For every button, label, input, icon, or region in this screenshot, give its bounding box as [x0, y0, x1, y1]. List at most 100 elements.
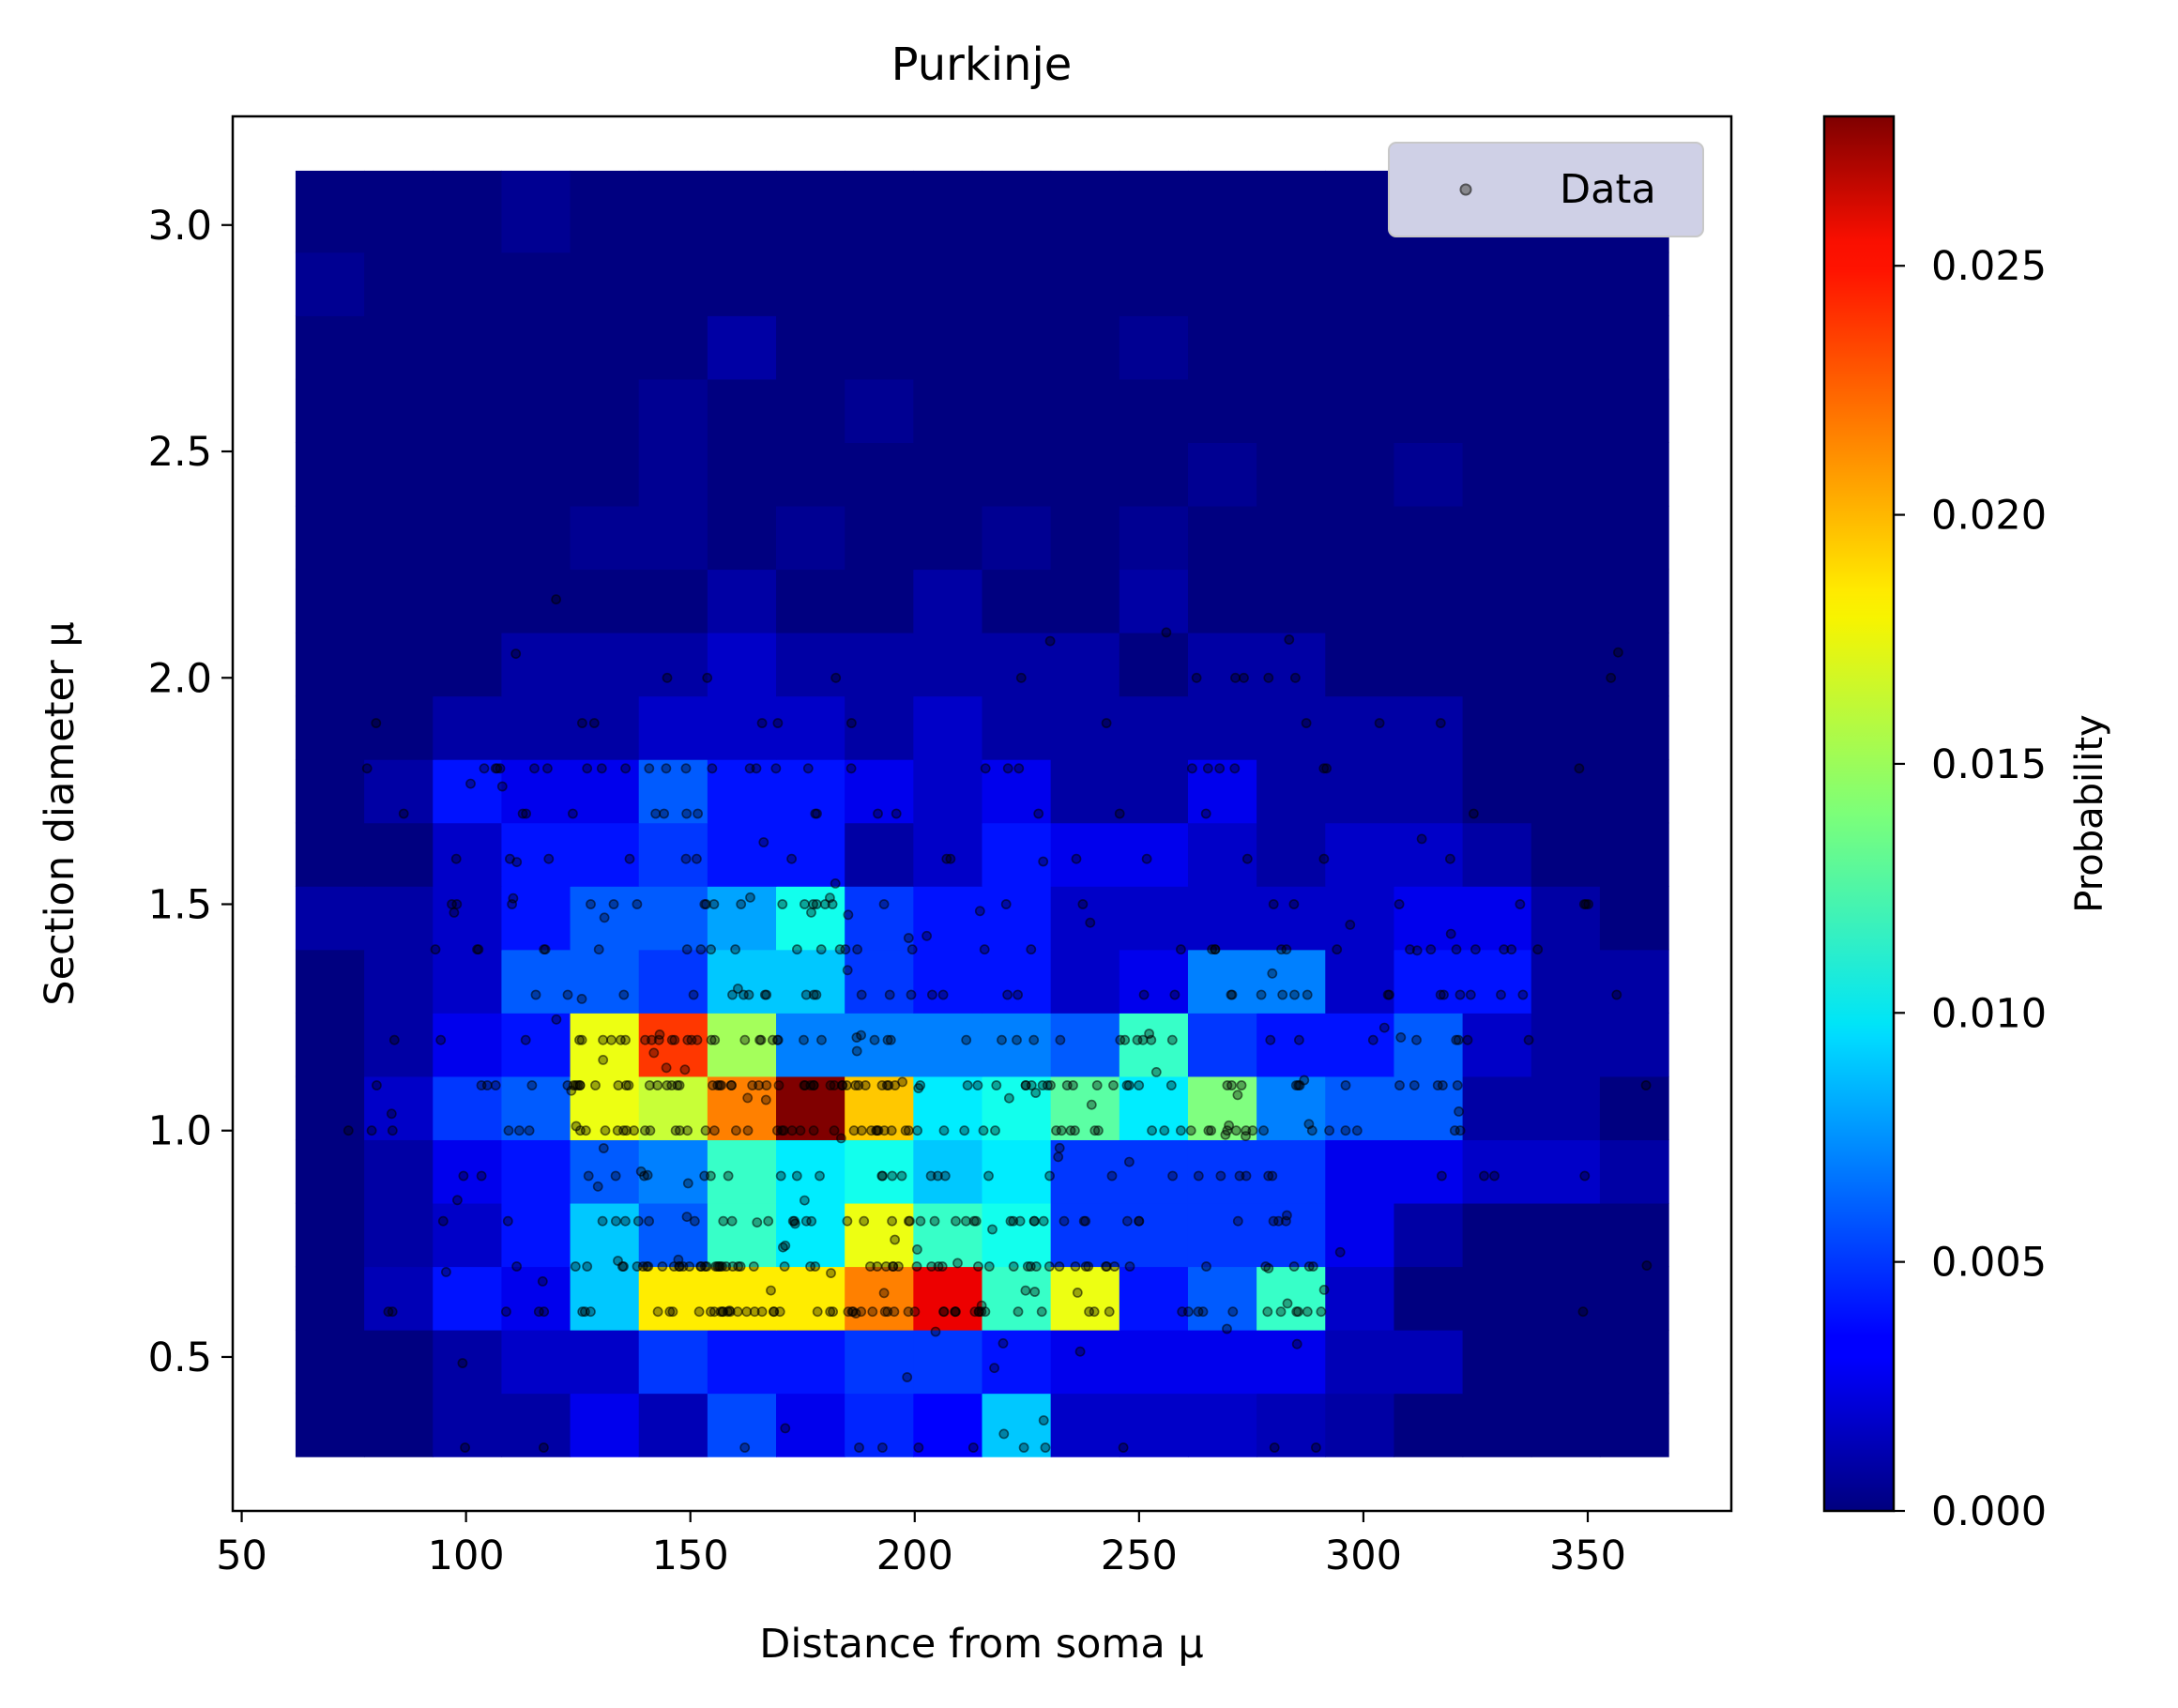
scatter-point — [551, 1014, 562, 1025]
scatter-point — [611, 1215, 621, 1227]
scatter-point — [1074, 1346, 1086, 1357]
scatter-point — [387, 1306, 398, 1318]
scatter-point — [904, 1215, 914, 1227]
heatmap-cell — [1325, 1075, 1395, 1140]
scatter-point — [1222, 1125, 1233, 1136]
scatter-point — [537, 1276, 548, 1287]
scatter-point — [877, 1170, 888, 1182]
scatter-point — [1265, 1034, 1276, 1045]
scatter-point — [1122, 1215, 1133, 1227]
scatter-point — [1012, 1034, 1022, 1045]
scatter-point — [1013, 989, 1023, 1000]
scatter-point — [618, 989, 630, 1000]
scatter-point — [808, 1080, 819, 1090]
heatmap-cell — [845, 886, 914, 951]
scatter-point — [748, 1261, 759, 1272]
scatter-point — [1106, 1170, 1118, 1182]
scatter-point — [620, 1034, 631, 1045]
scatter-point — [1085, 917, 1096, 928]
scatter-point — [1432, 1080, 1443, 1090]
heatmap-cell — [845, 378, 914, 443]
scatter-point — [853, 1080, 864, 1090]
scatter-point — [830, 672, 842, 683]
scatter-point — [1499, 944, 1510, 955]
heatmap-cell — [1119, 569, 1189, 633]
scatter-point — [1141, 853, 1152, 864]
heatmap-cell — [1257, 252, 1326, 316]
heatmap-cell — [1531, 886, 1601, 951]
scatter-point — [974, 1306, 984, 1318]
scatter-point — [890, 1234, 900, 1245]
scatter-point — [644, 1215, 654, 1227]
scatter-point — [1159, 1125, 1170, 1136]
heatmap-cell — [707, 949, 777, 1014]
scatter-point — [983, 1261, 995, 1272]
scatter-point — [1089, 1306, 1100, 1318]
scatter-point — [1277, 989, 1288, 1000]
scatter-point — [481, 1080, 493, 1090]
scatter-point — [1273, 1215, 1284, 1227]
scatter-point — [1077, 899, 1089, 909]
scatter-point — [1043, 1261, 1055, 1272]
scatter-point — [606, 1034, 617, 1045]
scatter-point — [688, 989, 699, 1000]
scatter-point — [1165, 1080, 1177, 1090]
scatter-point — [1222, 1080, 1233, 1090]
heatmap-cell — [1394, 1330, 1464, 1395]
scatter-point — [800, 1080, 811, 1090]
scatter-point — [1015, 672, 1027, 683]
scatter-point — [926, 1261, 937, 1272]
scatter-points — [343, 594, 1653, 1453]
heatmap-cell — [1257, 1202, 1326, 1268]
heatmap-cell — [1119, 442, 1189, 507]
heatmap-cell — [913, 505, 983, 571]
scatter-point — [869, 1034, 880, 1045]
heatmap-cell — [1119, 633, 1189, 697]
scatter-point — [490, 1080, 501, 1090]
scatter-point — [851, 1045, 862, 1057]
scatter-point — [1014, 1215, 1026, 1227]
scatter-point — [866, 1125, 876, 1136]
scatter-point — [598, 1143, 609, 1153]
scatter-point — [1302, 1306, 1313, 1318]
scatter-point — [1435, 989, 1446, 1000]
x-axis-label: Distance from soma μ — [759, 1621, 1203, 1668]
scatter-point — [699, 899, 710, 909]
scatter-point — [1137, 1034, 1149, 1045]
heatmap-cell — [501, 949, 571, 1014]
heatmap-cell — [1531, 1139, 1601, 1204]
scatter-point — [1026, 1080, 1037, 1090]
scatter-point — [1523, 1034, 1534, 1045]
scatter-point — [1191, 672, 1202, 683]
scatter-point — [930, 1326, 941, 1337]
heatmap-cell — [501, 1393, 571, 1457]
heatmap-cell — [845, 1202, 914, 1268]
scatter-point — [789, 1218, 800, 1229]
heatmap-cell — [570, 1266, 640, 1331]
scatter-point — [580, 1306, 590, 1318]
scatter-point — [906, 944, 918, 955]
heatmap-cell — [1187, 1013, 1257, 1077]
heatmap-cell — [1257, 759, 1326, 824]
heatmap-cell — [364, 252, 434, 316]
heatmap-cell — [433, 315, 503, 380]
heatmap-cell — [1119, 949, 1189, 1014]
scatter-point — [1345, 920, 1356, 930]
heatmap-cell — [1599, 949, 1669, 1014]
scatter-point — [1269, 1442, 1280, 1453]
heatmap-cell — [295, 315, 365, 380]
scatter-point — [1454, 1106, 1464, 1117]
scatter-point — [1435, 718, 1446, 728]
heatmap-cell — [364, 1202, 434, 1268]
scatter-point — [517, 808, 528, 819]
scatter-point — [659, 808, 669, 819]
scatter-point — [773, 1080, 784, 1090]
scatter-point — [742, 1125, 754, 1136]
heatmap-cell — [1187, 1202, 1257, 1268]
scatter-point — [654, 1029, 665, 1040]
heatmap-cell — [845, 1013, 914, 1077]
scatter-point — [430, 944, 441, 955]
scatter-point — [1004, 1092, 1014, 1104]
heatmap-cell — [1394, 1393, 1464, 1457]
heatmap-cell — [433, 170, 503, 253]
